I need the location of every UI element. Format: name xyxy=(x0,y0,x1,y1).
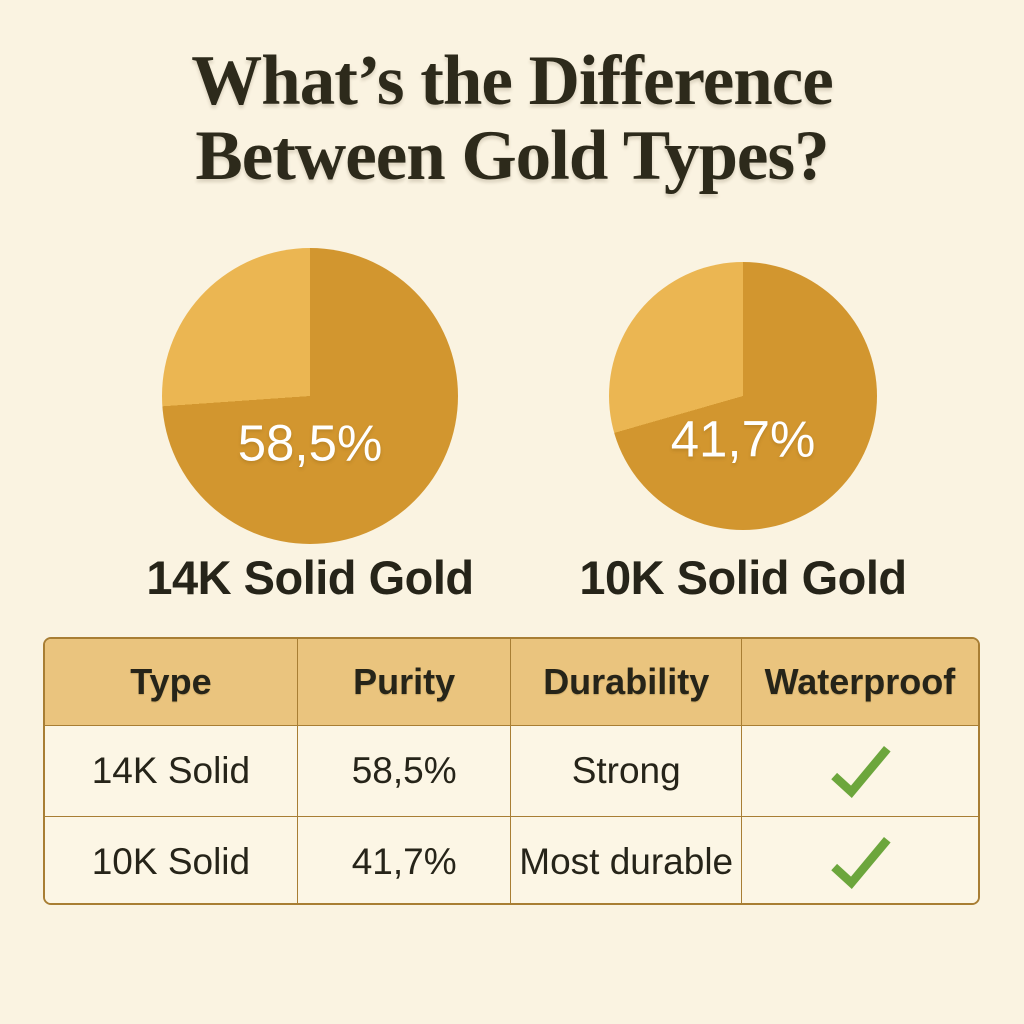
table-cell-durability-10k: Most durable xyxy=(511,816,742,903)
pie-area-10k: 41,7% xyxy=(553,246,933,546)
pie-area-14k: 58,5% xyxy=(120,246,500,546)
table-cell-type-14k: 14K Solid xyxy=(45,726,298,817)
page-title-line2: Between Gold Types? xyxy=(195,117,829,195)
checkmark-icon xyxy=(831,836,891,889)
checkmark-icon xyxy=(831,745,891,798)
table-header-type: Type xyxy=(45,639,298,726)
table-header-waterproof: Waterproof xyxy=(741,639,978,726)
pie-caption-10k: 10K Solid Gold xyxy=(579,551,907,604)
pie-caption-14k: 14K Solid Gold xyxy=(146,551,474,604)
pie-chart-10k: 41,7% xyxy=(609,262,877,530)
table-header-purity: Purity xyxy=(297,639,512,726)
pie-value-label-14k: 58,5% xyxy=(237,414,383,472)
table-cell-durability-14k: Strong xyxy=(511,726,742,817)
table-cell-waterproof-10k xyxy=(741,816,978,903)
pie-block-14k: 58,5% 14K Solid Gold xyxy=(120,246,500,605)
table-header-durability: Durability xyxy=(511,639,742,726)
page-title-line1: What’s the Difference xyxy=(191,42,833,120)
page-title: What’s the Difference Between Gold Types… xyxy=(0,44,1024,194)
table-cell-purity-10k: 41,7% xyxy=(297,816,512,903)
table-cell-type-10k: 10K Solid xyxy=(45,816,298,903)
table-cell-purity-14k: 58,5% xyxy=(297,726,512,817)
pie-block-10k: 41,7% 10K Solid Gold xyxy=(553,246,933,605)
pie-value-label-10k: 41,7% xyxy=(670,410,816,468)
pie-chart-14k: 58,5% xyxy=(162,248,458,544)
comparison-table: Type Purity Durability Waterproof 14K So… xyxy=(43,637,980,905)
table-cell-waterproof-14k xyxy=(741,726,978,817)
